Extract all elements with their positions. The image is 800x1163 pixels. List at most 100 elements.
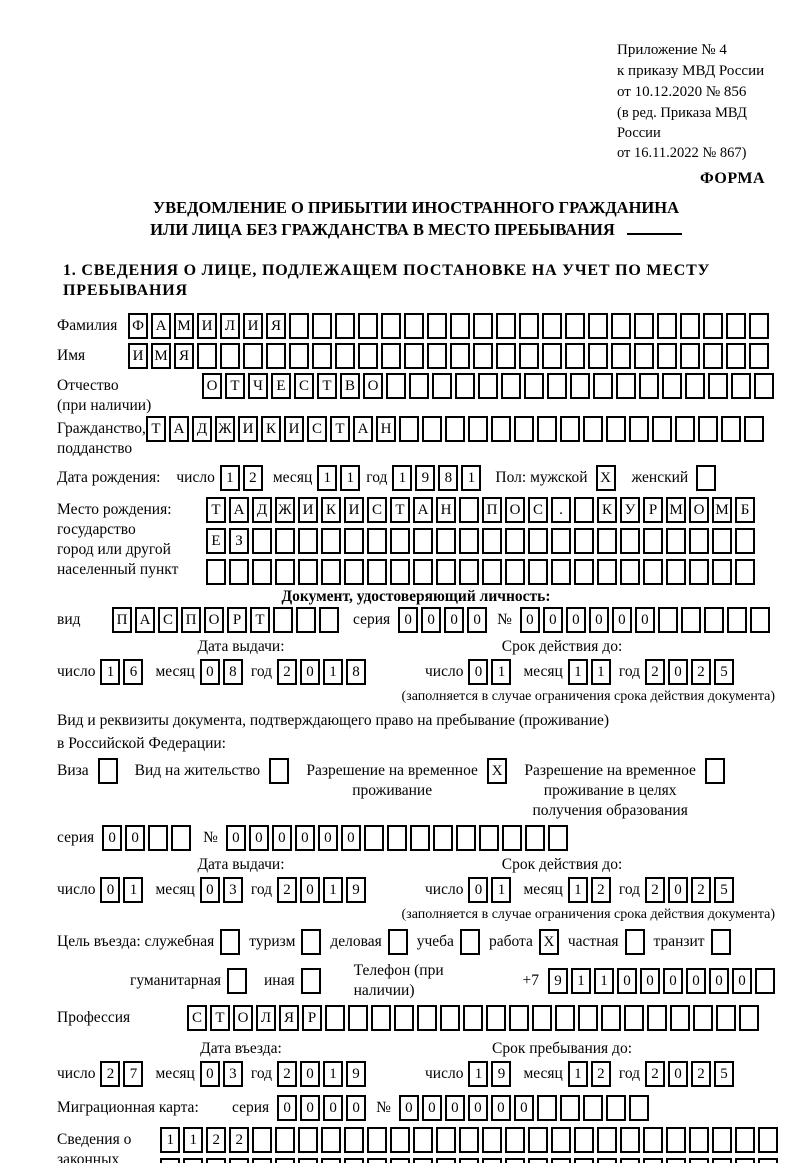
surname-label-text: Фамилия bbox=[57, 317, 118, 334]
char-cell-filled: 9 bbox=[346, 1061, 367, 1087]
char-cell-filled: 1 bbox=[571, 968, 591, 994]
char-cell-filled: 1 bbox=[323, 1061, 344, 1087]
char-cell-empty bbox=[657, 607, 678, 633]
representatives-boxes-row2 bbox=[160, 1158, 779, 1163]
char-cell-filled: 0 bbox=[300, 1061, 321, 1087]
char-cell-filled: 0 bbox=[300, 877, 321, 903]
char-cell-empty bbox=[252, 1127, 273, 1153]
char-cell-empty bbox=[624, 929, 645, 955]
char-cell-filled: 0 bbox=[125, 825, 146, 851]
char-cell-empty bbox=[696, 465, 717, 491]
char-cell-filled: 0 bbox=[225, 825, 246, 851]
char-cell-filled: 1 bbox=[323, 877, 344, 903]
char-cell-empty bbox=[588, 313, 608, 339]
char-cell-filled: 1 bbox=[567, 1061, 588, 1087]
char-cell-empty bbox=[735, 1127, 756, 1153]
patronymic-label-line1: Отчество bbox=[57, 377, 119, 394]
char-cell-empty bbox=[597, 559, 617, 585]
char-cell-filled: 3 bbox=[222, 1061, 243, 1087]
char-cell-filled: 7 bbox=[123, 1061, 144, 1087]
birth-place-label-line3: город или другой bbox=[57, 541, 171, 558]
char-cell-filled: 0 bbox=[617, 968, 637, 994]
char-cell-filled: Ч bbox=[248, 373, 268, 399]
char-cell-empty bbox=[574, 1158, 595, 1163]
representatives-label: Сведения о законных представителях (роди… bbox=[57, 1127, 160, 1163]
year-label: год bbox=[618, 1065, 641, 1082]
char-cell-filled: А bbox=[169, 416, 189, 442]
char-cell-filled: 9 bbox=[548, 968, 568, 994]
char-cell-filled: Н bbox=[436, 497, 456, 523]
stay-until-header: Срок пребывания до: bbox=[492, 1040, 632, 1057]
char-cell-empty bbox=[597, 528, 617, 554]
char-cell-empty bbox=[436, 528, 456, 554]
char-cell-filled: 0 bbox=[467, 1095, 488, 1121]
char-cell-empty bbox=[226, 968, 247, 994]
char-cell-empty bbox=[560, 416, 580, 442]
char-cell-empty bbox=[427, 343, 447, 369]
char-cell-empty bbox=[473, 313, 493, 339]
char-cell-empty bbox=[436, 559, 456, 585]
char-cell-empty bbox=[620, 1158, 641, 1163]
visit-purpose-row2: гуманитарная иная Телефон (при наличии) … bbox=[130, 961, 775, 1001]
char-cell-filled: И bbox=[284, 416, 304, 442]
char-cell-empty bbox=[432, 373, 452, 399]
char-cell-empty bbox=[675, 416, 695, 442]
temp-permit-label-line2: проживание bbox=[352, 782, 433, 799]
char-cell-filled: Д bbox=[192, 416, 212, 442]
char-cell-filled: О bbox=[363, 373, 383, 399]
char-cell-empty bbox=[390, 528, 410, 554]
char-cell-empty bbox=[735, 1158, 756, 1163]
char-cell-filled: Л bbox=[220, 313, 240, 339]
char-cell-empty bbox=[335, 343, 355, 369]
char-cell-empty bbox=[528, 1158, 549, 1163]
char-cell-empty bbox=[710, 929, 731, 955]
char-cell-filled: 2 bbox=[277, 1061, 298, 1087]
char-cell-empty bbox=[459, 1158, 480, 1163]
char-cell-empty bbox=[409, 373, 429, 399]
char-cell-empty bbox=[252, 559, 272, 585]
char-cell-empty bbox=[455, 825, 476, 851]
birth-day-label: число bbox=[176, 469, 215, 486]
purpose-business-checkbox bbox=[387, 929, 408, 955]
char-cell-filled: 0 bbox=[634, 607, 655, 633]
char-cell-empty bbox=[574, 528, 594, 554]
char-cell-filled: С bbox=[307, 416, 327, 442]
char-cell-empty bbox=[266, 343, 286, 369]
char-cell-empty bbox=[657, 313, 677, 339]
char-cell-filled: Ф bbox=[128, 313, 148, 339]
char-cell-filled: 0 bbox=[668, 877, 689, 903]
char-cell-filled: Т bbox=[317, 373, 337, 399]
char-cell-empty bbox=[427, 313, 447, 339]
char-cell-empty bbox=[275, 559, 295, 585]
char-cell-empty bbox=[528, 559, 548, 585]
char-cell-empty bbox=[708, 373, 728, 399]
char-cell-filled: Н bbox=[376, 416, 396, 442]
char-cell-empty bbox=[501, 373, 521, 399]
char-cell-empty bbox=[404, 313, 424, 339]
sex-female-checkbox bbox=[696, 465, 717, 491]
char-cell-empty bbox=[731, 373, 751, 399]
char-cell-empty bbox=[662, 373, 682, 399]
char-cell-empty bbox=[269, 758, 290, 784]
char-cell-filled: 1 bbox=[183, 1127, 204, 1153]
entry-date-header: Дата въезда: bbox=[200, 1040, 282, 1057]
char-cell-empty bbox=[739, 1005, 759, 1031]
char-cell-filled: . bbox=[551, 497, 571, 523]
doc-number-label: № bbox=[497, 611, 512, 628]
char-cell-empty bbox=[639, 373, 659, 399]
char-cell-empty bbox=[344, 528, 364, 554]
char-cell-filled: Т bbox=[250, 607, 270, 633]
citizenship-label: Гражданство, подданство bbox=[57, 416, 146, 457]
